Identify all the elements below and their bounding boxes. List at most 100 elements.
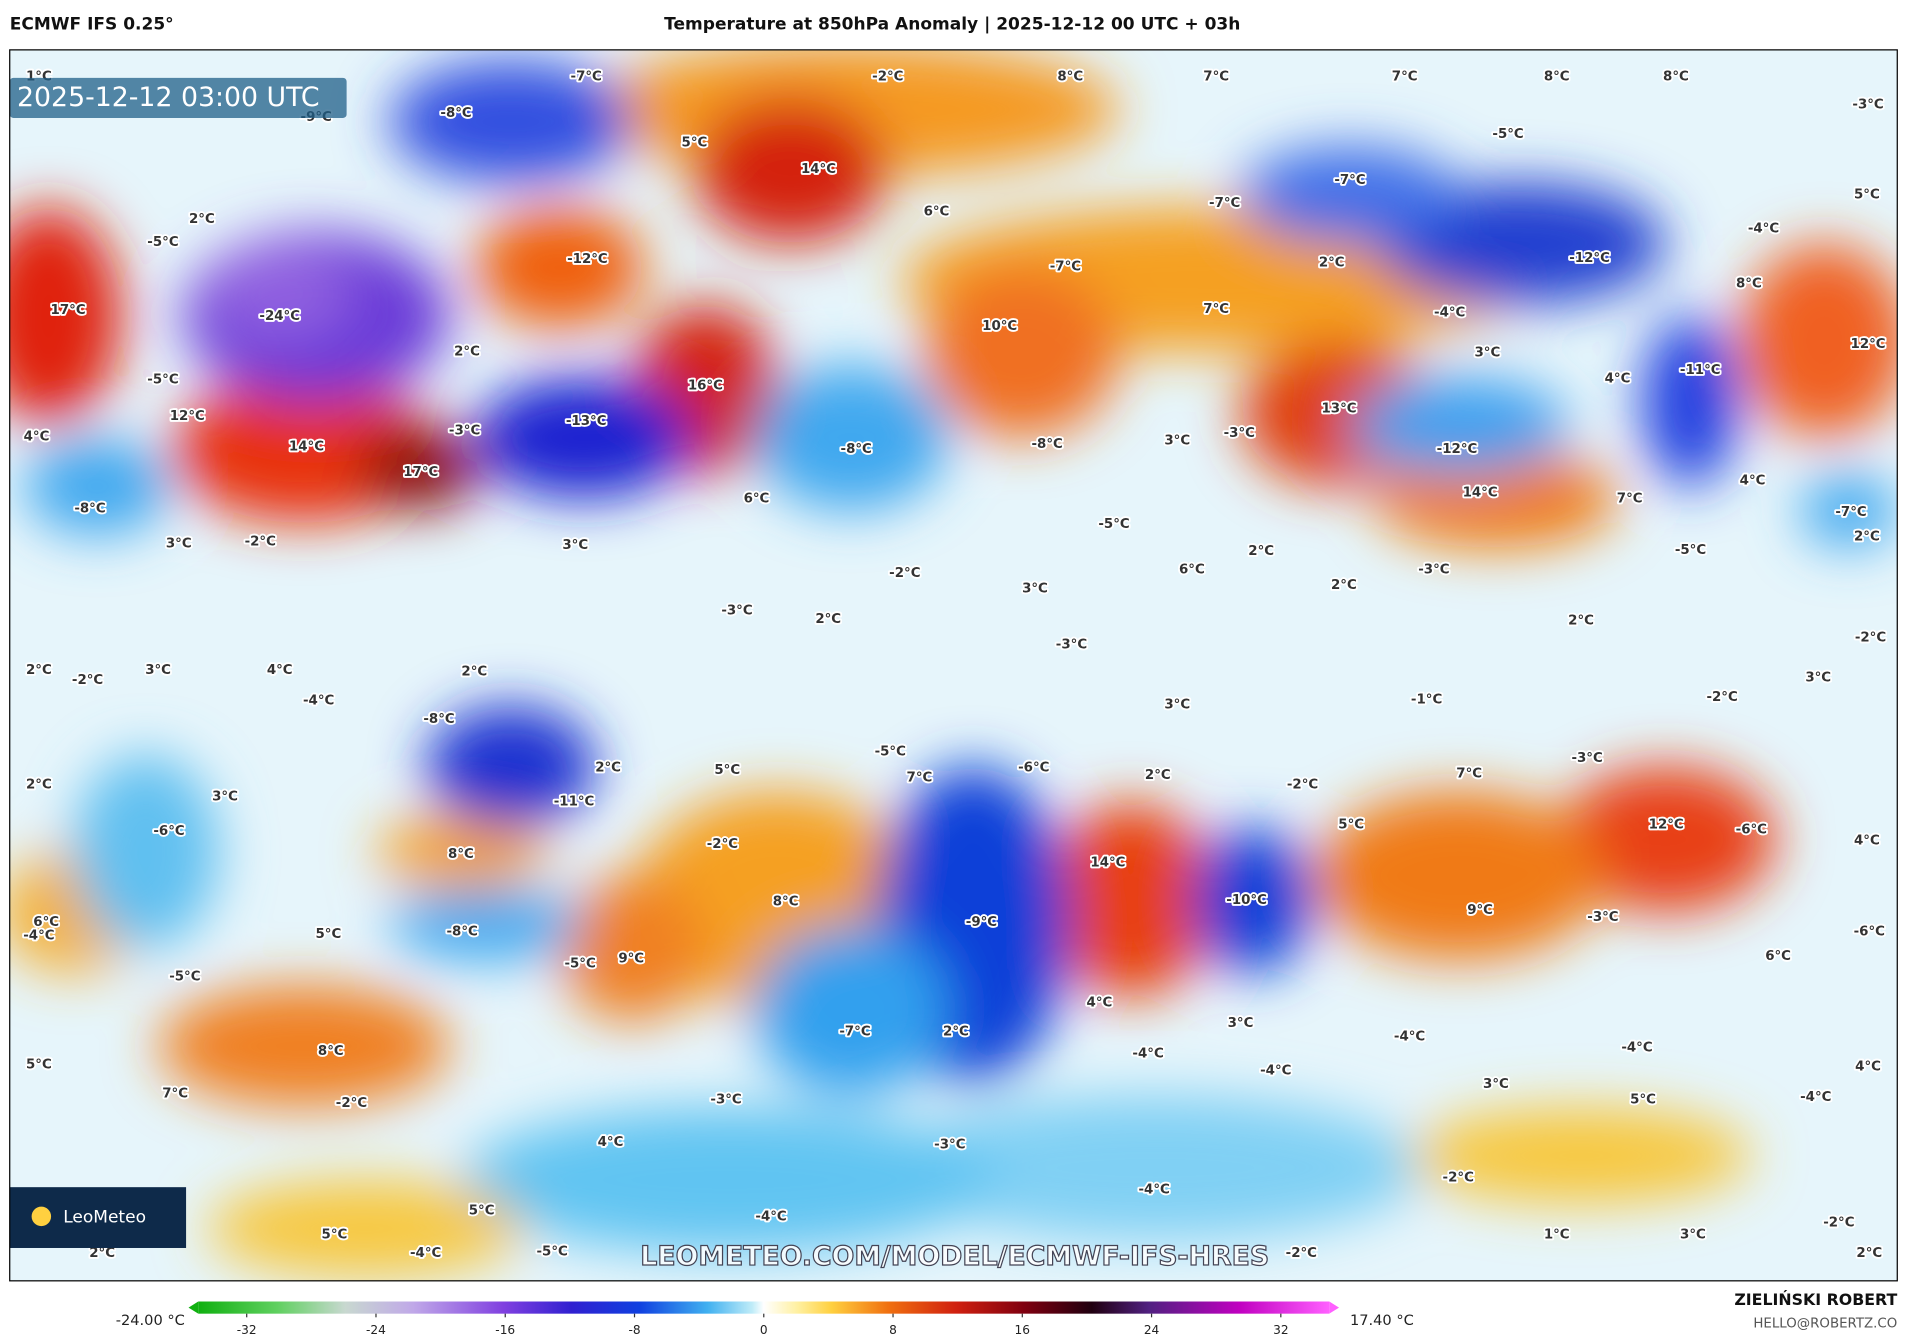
anomaly-label: 2°C [26,663,52,678]
anomaly-label: -2°C [707,837,738,852]
anomaly-label: -4°C [1748,222,1779,237]
anomaly-label: 14°C [1090,855,1125,870]
anomaly-label: 2°C [1856,1246,1882,1261]
anomaly-label: -8°C [446,925,477,940]
map: -7°C -2°C 8°C 7°C 7°C 8°C 8°C -3°C 1°C -9°C -8°C 5°… [9,49,1898,1281]
anomaly-label: 12°C [170,409,205,424]
anomaly-label: 17°C [51,303,86,318]
colorbar-tick-label: 24 [1144,1323,1160,1337]
anomaly-label: 7°C [1617,492,1643,507]
anomaly-label: -6°C [1854,925,1885,940]
model-name: ECMWF IFS 0.25° [10,14,174,34]
anomaly-label: -3°C [449,424,480,439]
anomaly-label: -12°C [567,252,608,267]
anomaly-label: -3°C [710,1093,741,1108]
anomaly-label: 5°C [1854,188,1880,203]
anomaly-label: 7°C [162,1087,188,1102]
anomaly-label: -1°C [1411,692,1442,707]
anomaly-label: -5°C [536,1245,567,1260]
anomaly-label: 2°C [1331,578,1357,593]
anomaly-label: -5°C [147,235,178,250]
anomaly-label: -3°C [1571,751,1602,766]
anomaly-label: -5°C [1675,543,1706,558]
anomaly-label: -7°C [1835,505,1866,520]
anomaly-label: -2°C [1287,778,1318,793]
anomaly-label: -12°C [1569,251,1610,266]
anomaly-label: 2°C [1319,256,1345,271]
anomaly-label: 14°C [289,439,324,454]
anomaly-label: 9°C [1467,903,1493,918]
anomaly-label: -11°C [1680,363,1721,378]
anomaly-label: 4°C [1855,1060,1881,1075]
colorbar-tick-label: -32 [237,1323,257,1337]
anomaly-label: 3°C [1228,1016,1254,1031]
anomaly-label: -6°C [1018,761,1049,776]
anomaly-label: 1°C [1544,1228,1570,1243]
anomaly-label: 3°C [562,538,588,553]
anomaly-label: 3°C [1680,1228,1706,1243]
anomaly-label: -10°C [1226,893,1267,908]
anomaly-label: -2°C [889,566,920,581]
anomaly-label: -8°C [74,501,105,516]
anomaly-label: 5°C [1338,818,1364,833]
anomaly-label: 3°C [1475,346,1501,361]
anomaly-label: 2°C [461,664,487,679]
anomaly-label: 14°C [1463,486,1498,501]
anomaly-label: 3°C [166,537,192,552]
anomaly-label: 2°C [1145,768,1171,783]
anomaly-label: -4°C [303,694,334,709]
anomaly-label: -5°C [147,373,178,388]
anomaly-label: -3°C [1418,562,1449,577]
anomaly-label: 6°C [33,915,59,930]
anomaly-label: -7°C [571,70,602,85]
anomaly-label: 2°C [189,212,215,227]
anomaly-label: -4°C [1434,306,1465,321]
colorbar-gradient [198,1301,1330,1314]
anomaly-label: -3°C [934,1138,965,1153]
colorbar: -32 -24 -16 -8 0 8 16 24 32 [188,1301,1340,1337]
anomaly-label: -3°C [1224,426,1255,441]
anomaly-label: -2°C [1443,1170,1474,1185]
anomaly-label: -9°C [966,915,997,930]
anomaly-label: -11°C [554,795,595,810]
anomaly-label: -13°C [566,414,607,429]
author: ZIELIŃSKI ROBERT [1734,1290,1897,1309]
map-border [9,49,1898,1282]
anomaly-label: 5°C [469,1203,495,1218]
anomaly-label: 5°C [682,135,708,150]
anomaly-label: -2°C [72,673,103,688]
anomaly-label: 4°C [1854,834,1880,849]
anomaly-label: -5°C [875,745,906,760]
email: HELLO@ROBERTZ.CO [1753,1316,1897,1331]
anomaly-label: 8°C [318,1044,344,1059]
anomaly-label: 13°C [1321,402,1356,417]
anomaly-label: 7°C [907,770,933,785]
anomaly-label: 2°C [454,345,480,360]
anomaly-label: -4°C [755,1209,786,1224]
anomaly-label: -24°C [259,309,300,324]
anomaly-label: -2°C [1706,690,1737,705]
anomaly-label: 14°C [801,162,836,177]
anomaly-label: 3°C [1164,697,1190,712]
anomaly-label: 2°C [943,1024,969,1039]
anomaly-label: -4°C [1132,1046,1163,1061]
logo-sun [31,1206,52,1227]
anomaly-label: 10°C [982,319,1017,334]
colorbar-tick-label: 8 [889,1323,897,1337]
colorbar-tick-label: -8 [628,1323,640,1337]
anomaly-field [9,49,1898,1278]
anomaly-label: 5°C [714,763,740,778]
anomaly-label: -8°C [440,106,471,121]
anomaly-label: -5°C [169,970,200,985]
anomaly-label: -2°C [336,1096,367,1111]
colorbar-tick-label: 32 [1273,1323,1288,1337]
anomaly-label: -6°C [1736,823,1767,838]
anomaly-label: 5°C [315,927,341,942]
anomaly-label: 2°C [1854,529,1880,544]
map-title: Temperature at 850hPa Anomaly | 2025-12-… [664,14,1240,34]
anomaly-label: 8°C [773,894,799,909]
anomaly-label: 6°C [1179,562,1205,577]
anomaly-label: 5°C [322,1228,348,1243]
anomaly-label: -2°C [872,70,903,85]
